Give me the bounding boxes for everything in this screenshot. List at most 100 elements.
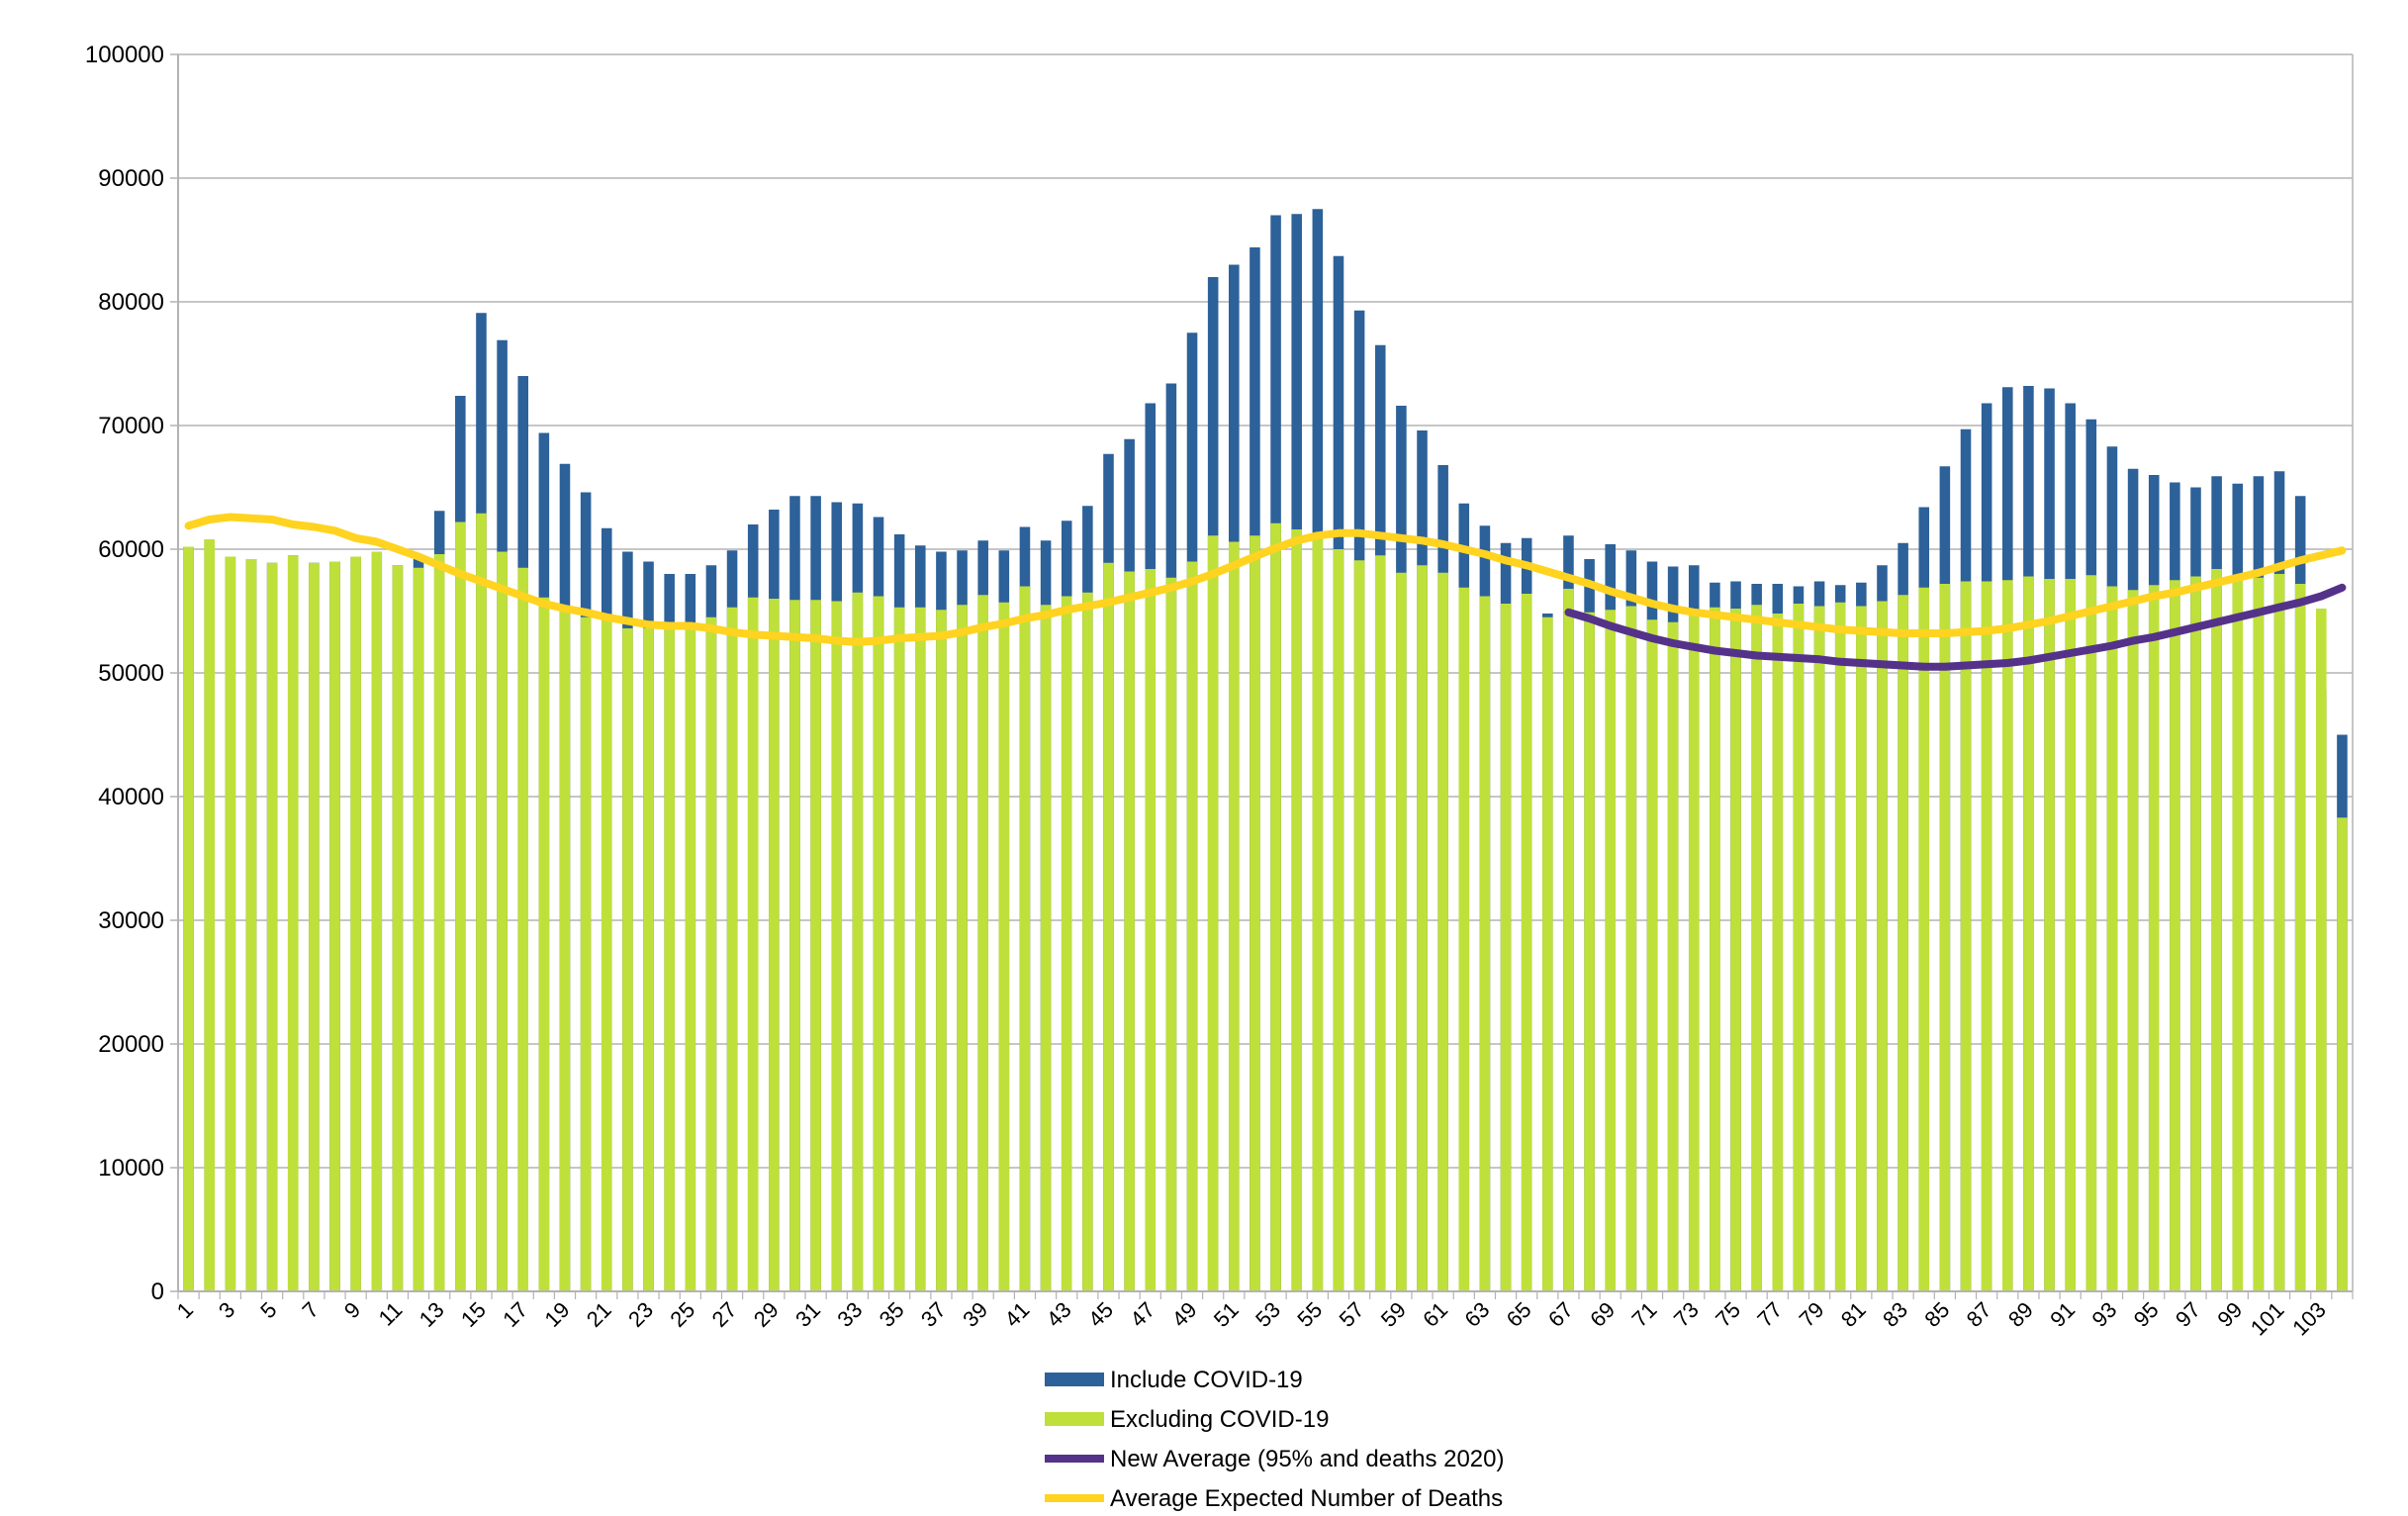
bar-excluding-covid (559, 609, 571, 1291)
bar-excluding-covid (664, 624, 675, 1291)
legend-swatch-include-covid (1045, 1373, 1104, 1386)
x-axis-tick-labels: 1 3 5 7 9 11 13 15 17 19 21 23 25 27 29 31 33 35 37 39 41 43 4… (172, 1291, 2354, 1340)
x-tick-label: 97 (2171, 1297, 2205, 1332)
x-tick-label: 63 (1459, 1297, 1494, 1332)
x-tick-label: 61 (1418, 1297, 1452, 1332)
x-tick-label: 19 (540, 1297, 575, 1332)
x-tick-label: 67 (1543, 1297, 1578, 1332)
y-tick-label: 100000 (85, 42, 164, 68)
y-tick-label: 50000 (98, 660, 164, 687)
bar-excluding-covid (2044, 579, 2055, 1291)
x-tick-label: 13 (415, 1297, 449, 1332)
bar-excluding-covid (350, 556, 361, 1291)
bar-excluding-covid (1584, 612, 1595, 1291)
bar-excluding-covid (1396, 572, 1407, 1291)
bar-excluding-covid (685, 629, 696, 1291)
x-tick-label: 43 (1042, 1297, 1076, 1332)
bar-excluding-covid (204, 539, 215, 1291)
y-tick-label: 90000 (98, 165, 164, 192)
bar-excluding-covid (455, 521, 466, 1291)
bar-excluding-covid (1981, 581, 1992, 1291)
bar-excluding-covid (705, 616, 717, 1291)
bar-excluding-covid (1688, 614, 1700, 1291)
bar-excluding-covid (1625, 606, 1637, 1291)
bar-excluding-covid (1960, 581, 1972, 1291)
x-tick-label: 73 (1669, 1297, 1704, 1332)
bar-excluding-covid (1374, 555, 1386, 1291)
y-tick-label: 40000 (98, 784, 164, 810)
bar-excluding-covid (433, 554, 445, 1291)
bar-excluding-covid (1793, 604, 1805, 1291)
bar-excluding-covid (1103, 562, 1114, 1291)
y-tick-label: 0 (151, 1279, 164, 1305)
bar-excluding-covid (1061, 596, 1072, 1291)
bar-excluding-covid (183, 546, 194, 1291)
bar-excluding-covid (497, 551, 508, 1291)
bar-excluding-covid (1270, 522, 1281, 1291)
x-tick-label: 65 (1502, 1297, 1536, 1332)
y-tick-label: 30000 (98, 907, 164, 934)
bar-excluding-covid (371, 551, 383, 1291)
x-tick-label: 25 (665, 1297, 699, 1332)
bar-excluding-covid (2001, 580, 2013, 1291)
legend-label-include-covid: Include COVID-19 (1110, 1367, 1303, 1393)
bar-excluding-covid (2085, 575, 2097, 1291)
bar-excluding-covid (1898, 595, 1908, 1291)
x-tick-label: 23 (623, 1297, 658, 1332)
bar-excluding-covid (2316, 609, 2327, 1291)
legend-label-new-average: New Average (95% and deaths 2020) (1110, 1446, 1505, 1472)
bar-excluding-covid (1082, 592, 1093, 1291)
bar-excluding-covid (1542, 616, 1553, 1291)
x-tick-label: 49 (1167, 1297, 1202, 1332)
bar-excluding-covid (831, 601, 843, 1291)
bar-excluding-covid (747, 597, 759, 1291)
bar-excluding-covid (1312, 534, 1324, 1291)
x-tick-label: 77 (1752, 1297, 1787, 1332)
x-tick-label: 35 (875, 1297, 909, 1332)
x-tick-label: 21 (582, 1297, 616, 1332)
bar-excluding-covid (1124, 571, 1135, 1291)
x-tick-label: 5 (255, 1297, 281, 1323)
x-tick-label: 31 (790, 1297, 825, 1332)
bar-excluding-covid (1834, 602, 1846, 1291)
y-tick-label: 20000 (98, 1031, 164, 1058)
bar-excluding-covid (287, 555, 299, 1291)
y-tick-label: 10000 (98, 1155, 164, 1182)
bar-excluding-covid (873, 596, 884, 1291)
bar-excluding-covid (413, 567, 424, 1291)
bar-excluding-covid (2106, 586, 2118, 1291)
include-covid-bars (183, 209, 2348, 1291)
bar-excluding-covid (2148, 585, 2160, 1291)
y-tick-label: 80000 (98, 289, 164, 316)
bar-excluding-covid (2294, 584, 2306, 1291)
bar-excluding-covid (1730, 609, 1741, 1291)
x-tick-label: 99 (2212, 1297, 2247, 1332)
x-tick-label: 3 (214, 1297, 239, 1323)
x-tick-label: 15 (456, 1297, 491, 1332)
bar-excluding-covid (2337, 817, 2348, 1291)
line-new-average (1564, 583, 2347, 671)
bar-excluding-covid (1877, 601, 1888, 1291)
x-tick-label: 17 (498, 1297, 532, 1332)
bar-excluding-covid (2023, 576, 2034, 1291)
bar-excluding-covid (329, 561, 340, 1291)
bar-excluding-covid (957, 605, 968, 1291)
x-tick-label: 47 (1125, 1297, 1159, 1332)
bar-excluding-covid (1437, 572, 1448, 1291)
bar-excluding-covid (601, 615, 612, 1291)
bar-excluding-covid (1918, 587, 1930, 1291)
bar-excluding-covid (2127, 590, 2139, 1291)
x-tick-label: 45 (1083, 1297, 1118, 1332)
x-tick-label: 39 (958, 1297, 992, 1332)
legend-item-average-expected: Average Expected Number of Deaths (1045, 1485, 1503, 1512)
x-tick-label: 59 (1376, 1297, 1411, 1332)
bar-excluding-covid (580, 616, 592, 1291)
bar-excluding-covid (1563, 589, 1574, 1291)
bar-excluding-covid (1353, 560, 1365, 1291)
x-tick-label: 27 (707, 1297, 742, 1332)
bar-excluding-covid (1291, 529, 1302, 1291)
bar-excluding-covid (1500, 604, 1512, 1291)
x-tick-label: 87 (1962, 1297, 1996, 1332)
bar-excluding-covid (1229, 541, 1240, 1291)
